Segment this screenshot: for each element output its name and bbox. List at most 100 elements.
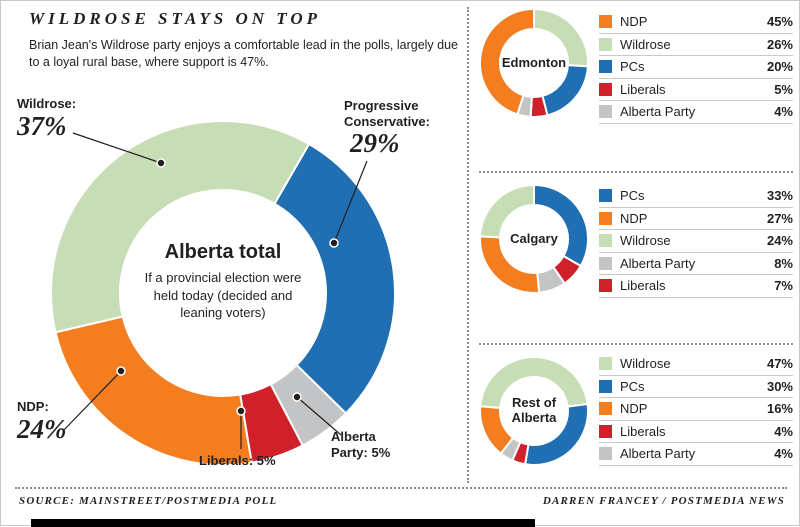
page-subtitle: Brian Jean's Wildrose party enjoys a com… bbox=[29, 38, 458, 69]
wildrose-swatch-icon bbox=[599, 357, 612, 371]
legend-row: PCs 20% bbox=[599, 56, 793, 79]
callout-pc-value: 29% bbox=[350, 128, 400, 159]
segment-pc bbox=[533, 183, 589, 268]
divider-calgary-rest bbox=[479, 343, 793, 345]
page-title: WILDROSE STAYS ON TOP bbox=[29, 9, 321, 28]
legend-label: Wildrose bbox=[620, 356, 671, 372]
legend-label: Alberta Party bbox=[620, 446, 696, 462]
legend-row: NDP 27% bbox=[599, 208, 793, 230]
divider-edmonton-calgary bbox=[479, 171, 793, 173]
legend-value: 47% bbox=[766, 356, 793, 372]
edmonton-donut-chart bbox=[478, 7, 589, 118]
legend-row: Wildrose 47% bbox=[599, 353, 793, 376]
bottom-bar bbox=[31, 519, 535, 527]
legend-value: 45% bbox=[766, 14, 793, 30]
legend-label: NDP bbox=[620, 14, 648, 30]
legend-value: 4% bbox=[774, 423, 793, 439]
legend-row: Alberta Party 4% bbox=[599, 101, 793, 124]
author-credit: DARREN FRANCEY / POSTMEDIA NEWS bbox=[542, 495, 785, 507]
calgary-legend: PCs 33% NDP 27% Wildrose 24% Alberta Party 8% Li… bbox=[599, 185, 793, 298]
rest-of-alberta-legend: Wildrose 47% PCs 30% NDP 16% Liberals 4% Alberta… bbox=[599, 353, 793, 466]
rest-of-alberta-donut-chart bbox=[479, 356, 589, 466]
segment-wildrose bbox=[479, 183, 535, 239]
alberta_party-swatch-icon bbox=[599, 105, 612, 119]
legend-row: NDP 16% bbox=[599, 398, 793, 421]
ndp-swatch-icon bbox=[599, 15, 612, 29]
legend-label: Alberta Party bbox=[620, 104, 696, 120]
legend-row: Liberals 4% bbox=[599, 421, 793, 443]
segment-wildrose bbox=[479, 356, 589, 410]
legend-row: Alberta Party 4% bbox=[599, 443, 793, 466]
rest-of-alberta-title: Rest of Alberta bbox=[511, 395, 557, 425]
legend-value: 27% bbox=[766, 210, 793, 226]
alberta_party-swatch-icon bbox=[599, 256, 612, 270]
legend-row: Alberta Party 8% bbox=[599, 253, 793, 275]
legend-row: Liberals 5% bbox=[599, 79, 793, 101]
legend-row: Wildrose 26% bbox=[599, 34, 793, 56]
legend-label: Liberals bbox=[620, 423, 666, 439]
calgary-title: Calgary bbox=[510, 231, 558, 246]
legend-label: NDP bbox=[620, 210, 648, 226]
legend-value: 30% bbox=[766, 378, 793, 394]
segment-wildrose bbox=[50, 120, 311, 334]
footer-divider bbox=[15, 487, 787, 489]
callout-ndp-value: 24% bbox=[17, 413, 67, 444]
alberta-total-title: Alberta total bbox=[164, 241, 282, 263]
callout-ndp: NDP: 24% bbox=[17, 399, 67, 444]
legend-value: 7% bbox=[774, 278, 793, 294]
legend-label: Liberals bbox=[620, 81, 666, 97]
legend-value: 33% bbox=[766, 188, 793, 204]
ndp-swatch-icon bbox=[599, 402, 612, 416]
alberta-total-subtitle: If a provincial election were held today… bbox=[144, 270, 302, 321]
callout-ndp-label: NDP: bbox=[17, 399, 49, 414]
legend-value: 5% bbox=[774, 81, 793, 97]
calgary-donut-chart bbox=[479, 183, 589, 294]
alberta_party-swatch-icon bbox=[599, 447, 612, 461]
vertical-divider bbox=[467, 7, 469, 483]
wildrose-swatch-icon bbox=[599, 234, 612, 248]
legend-value: 24% bbox=[766, 233, 793, 249]
liberal-swatch-icon bbox=[599, 82, 612, 96]
legend-label: PCs bbox=[620, 59, 645, 75]
legend-value: 20% bbox=[766, 59, 793, 75]
legend-label: Wildrose bbox=[620, 36, 671, 52]
legend-label: Wildrose bbox=[620, 233, 671, 249]
callout-wildrose: Wildrose: 37% bbox=[17, 96, 76, 141]
legend-value: 4% bbox=[774, 446, 793, 462]
callout-liberals: Liberals: 5% bbox=[199, 453, 276, 468]
legend-value: 8% bbox=[774, 255, 793, 271]
liberal-swatch-icon bbox=[599, 279, 612, 293]
legend-row: PCs 33% bbox=[599, 185, 793, 208]
callout-alberta-party: Alberta Party: 5% bbox=[331, 429, 391, 460]
segment-ndp bbox=[479, 405, 515, 455]
segment-pc bbox=[541, 64, 589, 117]
source-credit: SOURCE: MAINSTREET/POSTMEDIA POLL bbox=[19, 495, 278, 507]
legend-label: NDP bbox=[620, 401, 648, 417]
legend-row: Liberals 7% bbox=[599, 275, 793, 298]
donut-center-text: Alberta total If a provincial election w… bbox=[136, 241, 310, 322]
legend-value: 16% bbox=[766, 401, 793, 417]
callout-pc-label: Progressive Conservative: bbox=[344, 98, 430, 129]
legend-row: NDP 45% bbox=[599, 11, 793, 34]
callout-wildrose-value: 37% bbox=[17, 110, 67, 141]
legend-label: Liberals bbox=[620, 278, 666, 294]
segment-ndp bbox=[54, 315, 253, 466]
pc-swatch-icon bbox=[599, 60, 612, 74]
legend-label: PCs bbox=[620, 188, 645, 204]
segment-ndp bbox=[478, 7, 535, 116]
pc-swatch-icon bbox=[599, 189, 612, 203]
legend-row: PCs 30% bbox=[599, 376, 793, 398]
legend-value: 4% bbox=[774, 104, 793, 120]
legend-label: Alberta Party bbox=[620, 255, 696, 271]
edmonton-legend: NDP 45% Wildrose 26% PCs 20% Liberals 5% Alberta… bbox=[599, 11, 793, 124]
ndp-swatch-icon bbox=[599, 211, 612, 225]
callout-pc: Progressive Conservative: 29% bbox=[344, 98, 456, 159]
legend-row: Wildrose 24% bbox=[599, 230, 793, 253]
legend-value: 26% bbox=[766, 36, 793, 52]
pc-swatch-icon bbox=[599, 379, 612, 393]
liberal-swatch-icon bbox=[599, 424, 612, 438]
wildrose-swatch-icon bbox=[599, 37, 612, 51]
legend-label: PCs bbox=[620, 378, 645, 394]
edmonton-title: Edmonton bbox=[501, 55, 567, 70]
callout-wildrose-label: Wildrose: bbox=[17, 96, 77, 111]
